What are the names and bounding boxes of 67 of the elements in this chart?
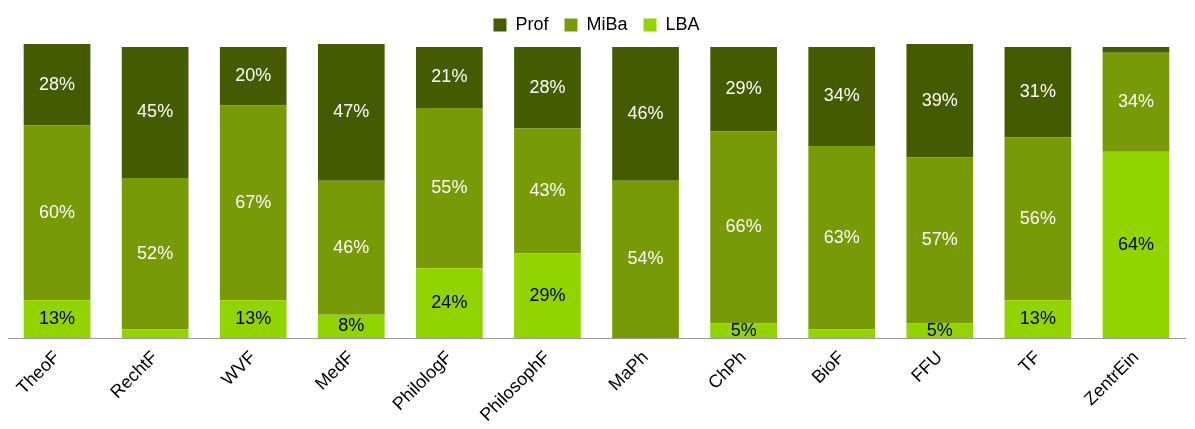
bar xyxy=(121,177,189,330)
bar xyxy=(710,131,777,324)
data-label: 29% xyxy=(529,284,566,305)
x-tick-label: TF xyxy=(1014,346,1045,377)
data-label: 31% xyxy=(1019,81,1056,102)
data-label: 55% xyxy=(431,177,468,198)
data-label: 28% xyxy=(529,76,566,97)
data-label: 47% xyxy=(333,101,370,122)
data-label: 5% xyxy=(730,319,757,340)
bar xyxy=(317,180,385,315)
data-label: 66% xyxy=(725,216,762,237)
bar xyxy=(612,180,679,339)
data-label: 54% xyxy=(627,248,664,269)
bar xyxy=(219,46,287,106)
data-label: 46% xyxy=(627,102,664,123)
bar xyxy=(416,268,483,339)
data-label: 46% xyxy=(333,236,370,257)
data-label: 60% xyxy=(39,201,76,222)
bar xyxy=(1004,137,1072,301)
bar xyxy=(906,157,974,324)
data-label: 43% xyxy=(529,179,566,200)
data-label: 29% xyxy=(725,78,762,99)
bar xyxy=(121,46,189,178)
bar xyxy=(1102,151,1170,339)
bar xyxy=(23,125,91,301)
data-label: 20% xyxy=(235,64,272,85)
data-label: 34% xyxy=(1117,91,1154,112)
data-label: 13% xyxy=(1019,308,1056,329)
data-label: 52% xyxy=(137,242,174,263)
data-label: 13% xyxy=(39,308,76,329)
data-label: 8% xyxy=(338,315,365,336)
bar xyxy=(514,253,581,339)
bar xyxy=(1102,46,1170,53)
bar xyxy=(121,329,189,339)
legend-label: LBA xyxy=(665,13,700,34)
data-label: 56% xyxy=(1019,207,1056,228)
bar xyxy=(1004,46,1072,138)
bar xyxy=(808,145,876,330)
bar xyxy=(317,44,385,181)
data-label: 34% xyxy=(823,85,860,106)
data-label: 64% xyxy=(1117,233,1154,254)
bar xyxy=(1102,52,1170,152)
legend-label: Prof xyxy=(515,13,550,34)
data-label: 39% xyxy=(921,89,958,110)
legend-label: MiBa xyxy=(586,13,629,34)
bar xyxy=(906,44,974,158)
bar xyxy=(612,46,679,181)
data-label: 24% xyxy=(431,292,468,313)
data-label: 13% xyxy=(235,308,272,329)
bar xyxy=(710,46,777,132)
data-label: 21% xyxy=(431,66,468,87)
data-label: 5% xyxy=(926,319,953,340)
bar xyxy=(219,300,287,339)
bar xyxy=(416,108,483,269)
data-label: 28% xyxy=(39,73,76,94)
bar xyxy=(808,46,876,146)
data-label: 45% xyxy=(137,101,174,122)
bar xyxy=(514,128,581,254)
bar xyxy=(23,44,91,126)
data-label: 67% xyxy=(235,191,272,212)
data-label: 57% xyxy=(921,229,958,250)
bar xyxy=(514,46,581,129)
bar xyxy=(416,46,483,109)
bar xyxy=(808,329,876,339)
bar xyxy=(1004,300,1072,339)
bar xyxy=(219,105,287,301)
data-label: 63% xyxy=(823,226,860,247)
